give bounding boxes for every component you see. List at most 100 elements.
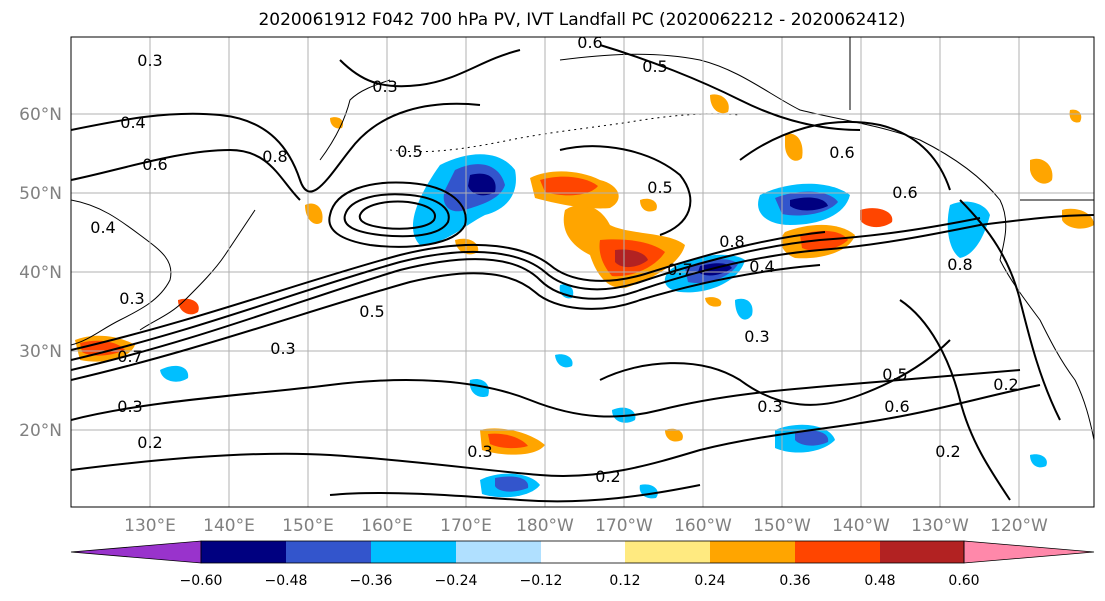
- neg-anomaly-1-center: [468, 173, 496, 196]
- colorbar-segment: [286, 541, 371, 563]
- pos-anomaly-8: [785, 133, 803, 161]
- contour-eddy-mid: [343, 193, 450, 238]
- asia-coast: [71, 199, 172, 346]
- contour-kamchatka: [339, 49, 521, 88]
- contour-label: 0.2: [993, 375, 1018, 394]
- contour-label: 0.3: [372, 77, 397, 96]
- contour-eddy-outer: [328, 181, 467, 248]
- longitude-labels: 130°E 140°E 150°E 160°E 170°E 180°W 170°…: [124, 516, 1048, 536]
- contour-label: 0.6: [829, 143, 854, 162]
- contour-label: 0.8: [262, 147, 287, 166]
- contour-eddy-inner: [358, 200, 436, 230]
- lat-label-20n: 20°N: [19, 421, 62, 441]
- colorbar-tick: −0.24: [435, 573, 478, 589]
- contour-north-2: [71, 148, 301, 201]
- alaska-coast: [559, 53, 1007, 261]
- contour-south-2: [71, 384, 1041, 477]
- contour-label: 0.5: [882, 365, 907, 384]
- japan-coast: [139, 209, 256, 331]
- pos-anomaly-5-core: [488, 433, 528, 449]
- neg-anomaly-2-center: [790, 197, 828, 211]
- colorbar-segment: [710, 541, 795, 563]
- colorbar-tick: −0.60: [180, 573, 223, 589]
- colorbar-segment: [541, 541, 625, 563]
- colorbar-segment: [625, 541, 710, 563]
- neg-anomaly-7: [160, 365, 189, 382]
- map-frame: [70, 36, 1095, 508]
- contour-north-4: [739, 120, 951, 191]
- pos-anomaly-16: [1069, 109, 1082, 123]
- colorbar-segment: [795, 541, 880, 563]
- contour-label: 0.4: [120, 113, 145, 132]
- colorbar-tick: −0.36: [350, 573, 393, 589]
- pos-anomaly-10: [455, 238, 479, 255]
- contour-south-4: [329, 484, 701, 503]
- pos-anomaly-2-core: [540, 176, 598, 196]
- lon-label: 170°W: [595, 516, 653, 536]
- lon-label: 160°W: [674, 516, 732, 536]
- contour-label: 0.3: [137, 51, 162, 70]
- pos-anomaly-9: [305, 203, 323, 225]
- colorbar-tick: 0.36: [779, 573, 810, 589]
- contour-south-3: [599, 339, 951, 406]
- kamchatka-coast: [319, 79, 391, 161]
- contour-east-1: [959, 199, 1061, 421]
- contour-alaska: [599, 44, 861, 131]
- colorbar-tick: 0.12: [609, 573, 640, 589]
- colorbar-outline: [200, 540, 965, 564]
- lon-label: 120°W: [990, 516, 1048, 536]
- pos-anomaly-17: [330, 117, 344, 129]
- contour-label: 0.3: [270, 339, 295, 358]
- lon-label: 150°E: [282, 516, 334, 536]
- contour-label: 0.6: [892, 183, 917, 202]
- latitude-labels: 60°N 50°N 40°N 30°N 20°N: [19, 105, 62, 441]
- contour-east-2: [899, 299, 1011, 501]
- pos-anomaly-12: [710, 94, 729, 114]
- contour-label: 0.8: [947, 255, 972, 274]
- contour-south-1: [71, 369, 1021, 421]
- contour-jet-4: [71, 264, 821, 381]
- lat-label-60n: 60°N: [19, 105, 62, 125]
- contour-label: 0.6: [577, 33, 602, 52]
- contour-label: 0.3: [117, 397, 142, 416]
- lat-label-30n: 30°N: [19, 342, 62, 362]
- neg-anomaly-5-core: [795, 430, 829, 446]
- contour-jet-1: [71, 214, 1094, 371]
- colorbar-segment: [371, 541, 456, 563]
- contour-north-3: [559, 145, 692, 236]
- contour-label: 0.2: [595, 467, 620, 486]
- colorbar-extend-min: [70, 540, 202, 564]
- colorbar-segment: [201, 541, 286, 563]
- contour-label: 0.3: [467, 442, 492, 461]
- pos-anomaly-3-core: [800, 230, 848, 251]
- colorbar-tick: −0.12: [520, 573, 563, 589]
- contour-label: 0.8: [719, 232, 744, 251]
- contour-labels: 0.3 0.6 0.5 0.3 0.4 0.5 0.6 0.8 0.4 0.3 …: [90, 33, 1018, 486]
- contour-label: 0.5: [359, 302, 384, 321]
- neg-anomaly-12: [555, 354, 573, 368]
- lon-label: 150°W: [753, 516, 811, 536]
- pos-anomaly-13: [665, 428, 683, 442]
- pos-anomaly-6: [860, 208, 893, 228]
- lon-label: 160°E: [361, 516, 413, 536]
- pos-anomaly-18: [1062, 208, 1094, 229]
- contour-label: 0.5: [397, 142, 422, 161]
- neg-anomaly-10: [469, 378, 489, 398]
- neg-anomaly-11: [1030, 454, 1047, 468]
- contour-label: 0.5: [647, 178, 672, 197]
- contour-label: 0.6: [142, 155, 167, 174]
- contour-label: 0.3: [119, 289, 144, 308]
- contour-label: 0.2: [137, 433, 162, 452]
- lat-label-50n: 50°N: [19, 184, 62, 204]
- contour-label: 0.5: [642, 57, 667, 76]
- contour-label: 0.4: [749, 257, 774, 276]
- colorbar-extend-max: [963, 540, 1095, 564]
- lon-label: 130°W: [911, 516, 969, 536]
- contour-label: 0.3: [744, 327, 769, 346]
- contour-label: 0.7: [667, 260, 692, 279]
- pos-anomaly-15: [640, 198, 657, 212]
- pos-anomaly-1-center: [615, 249, 648, 268]
- colorbar-tick: −0.48: [265, 573, 308, 589]
- pos-anomaly-7: [1030, 158, 1053, 184]
